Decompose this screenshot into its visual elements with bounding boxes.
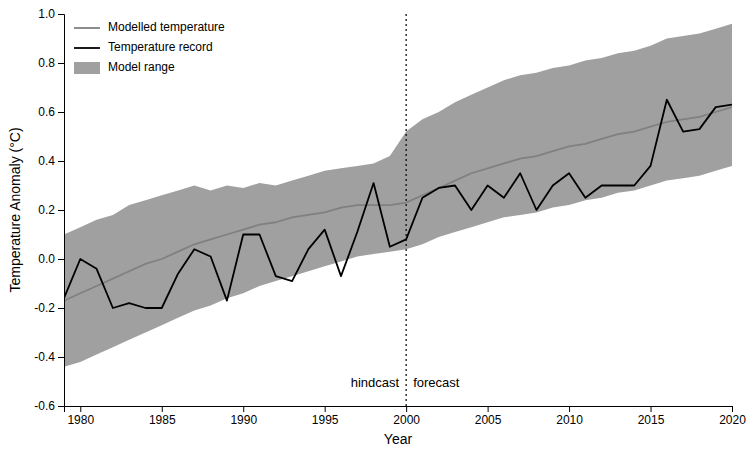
tick-label: 0.6: [38, 105, 55, 119]
tick-label: 1995: [312, 413, 339, 427]
tick: 1995: [312, 406, 339, 427]
tick-label: 2010: [556, 413, 583, 427]
tick-label: 0.2: [38, 203, 55, 217]
legend-item: Temperature record: [74, 40, 213, 54]
tick-mark: [58, 406, 64, 407]
tick-mark: [58, 210, 64, 211]
legend: Modelled temperature Temperature record Mo…: [74, 20, 225, 74]
annotation: hindcast: [351, 375, 400, 390]
tick: 0.2: [38, 203, 64, 217]
legend-swatch: [74, 47, 100, 49]
legend-label: Modelled temperature: [108, 20, 225, 34]
chart: hindcast forecast 1980 1985 1990 1995 2000 2005…: [0, 0, 754, 454]
tick-label: 1990: [230, 413, 257, 427]
tick: 1.0: [38, 7, 64, 21]
tick-mark: [325, 406, 326, 412]
legend-item: Model range: [74, 60, 175, 74]
y-axis-title: Temperature Anomaly (°C): [7, 127, 23, 292]
tick-label: 1985: [149, 413, 176, 427]
legend-label: Model range: [108, 60, 175, 74]
tick: 2020: [719, 406, 746, 427]
tick-label: 0.0: [38, 252, 55, 266]
x-axis: 1980 1985 1990 1995 2000 2005 2010 2015 2020: [65, 406, 747, 427]
marks: [64, 14, 732, 406]
tick-label: -0.6: [34, 399, 55, 413]
tick-mark: [243, 406, 244, 412]
tick-mark: [58, 308, 64, 309]
reference-line: [406, 14, 407, 406]
tick-label: 0.4: [38, 154, 55, 168]
legend-swatch: [74, 62, 100, 74]
tick-label: 2005: [475, 413, 502, 427]
tick: 2000: [393, 406, 420, 427]
series-line: [64, 100, 732, 308]
tick-mark: [569, 406, 570, 412]
tick: 2005: [475, 406, 502, 427]
y-axis: -0.6 -0.4 -0.2 0.0 0.2 0.4 0.6 0.8 1.0: [34, 7, 64, 413]
tick-mark: [58, 14, 64, 15]
tick-label: 2015: [638, 413, 665, 427]
tick-mark: [58, 112, 64, 113]
plot: hindcast forecast 1980 1985 1990 1995 2000 2005…: [34, 7, 746, 426]
tick-mark: [732, 406, 733, 412]
tick: -0.4: [34, 350, 64, 364]
tick: 0.4: [38, 154, 64, 168]
tick-label: 1980: [67, 413, 94, 427]
series-line: [64, 107, 732, 301]
tick: 1990: [230, 406, 257, 427]
axis-line: [65, 407, 733, 413]
tick: 1980: [67, 406, 94, 427]
tick-label: 0.8: [38, 56, 55, 70]
tick-mark: [488, 406, 489, 412]
tick: -0.2: [34, 301, 64, 315]
x-axis-title: Year: [384, 431, 413, 447]
tick: 2010: [556, 406, 583, 427]
annotation: forecast: [413, 375, 460, 390]
tick: -0.6: [34, 399, 64, 413]
tick-label: 2020: [719, 413, 746, 427]
tick: 1985: [149, 406, 176, 427]
tick-mark: [406, 406, 407, 412]
tick-mark: [58, 259, 64, 260]
tick-mark: [58, 357, 64, 358]
tick-label: 1.0: [38, 7, 55, 21]
tick-label: -0.4: [34, 350, 55, 364]
tick-mark: [162, 406, 163, 412]
range-area: [64, 24, 732, 367]
tick-mark: [58, 63, 64, 64]
tick-mark: [58, 161, 64, 162]
tick: 0.8: [38, 56, 64, 70]
tick-mark: [80, 406, 81, 412]
tick-label: -0.2: [34, 301, 55, 315]
axis-line: [58, 15, 65, 407]
tick-mark: [651, 406, 652, 412]
legend-item: Modelled temperature: [74, 20, 225, 34]
legend-label: Temperature record: [108, 40, 213, 54]
tick: 2015: [638, 406, 665, 427]
tick: 0.0: [38, 252, 64, 266]
tick-label: 2000: [393, 413, 420, 427]
tick: 0.6: [38, 105, 64, 119]
legend-swatch: [74, 27, 100, 29]
